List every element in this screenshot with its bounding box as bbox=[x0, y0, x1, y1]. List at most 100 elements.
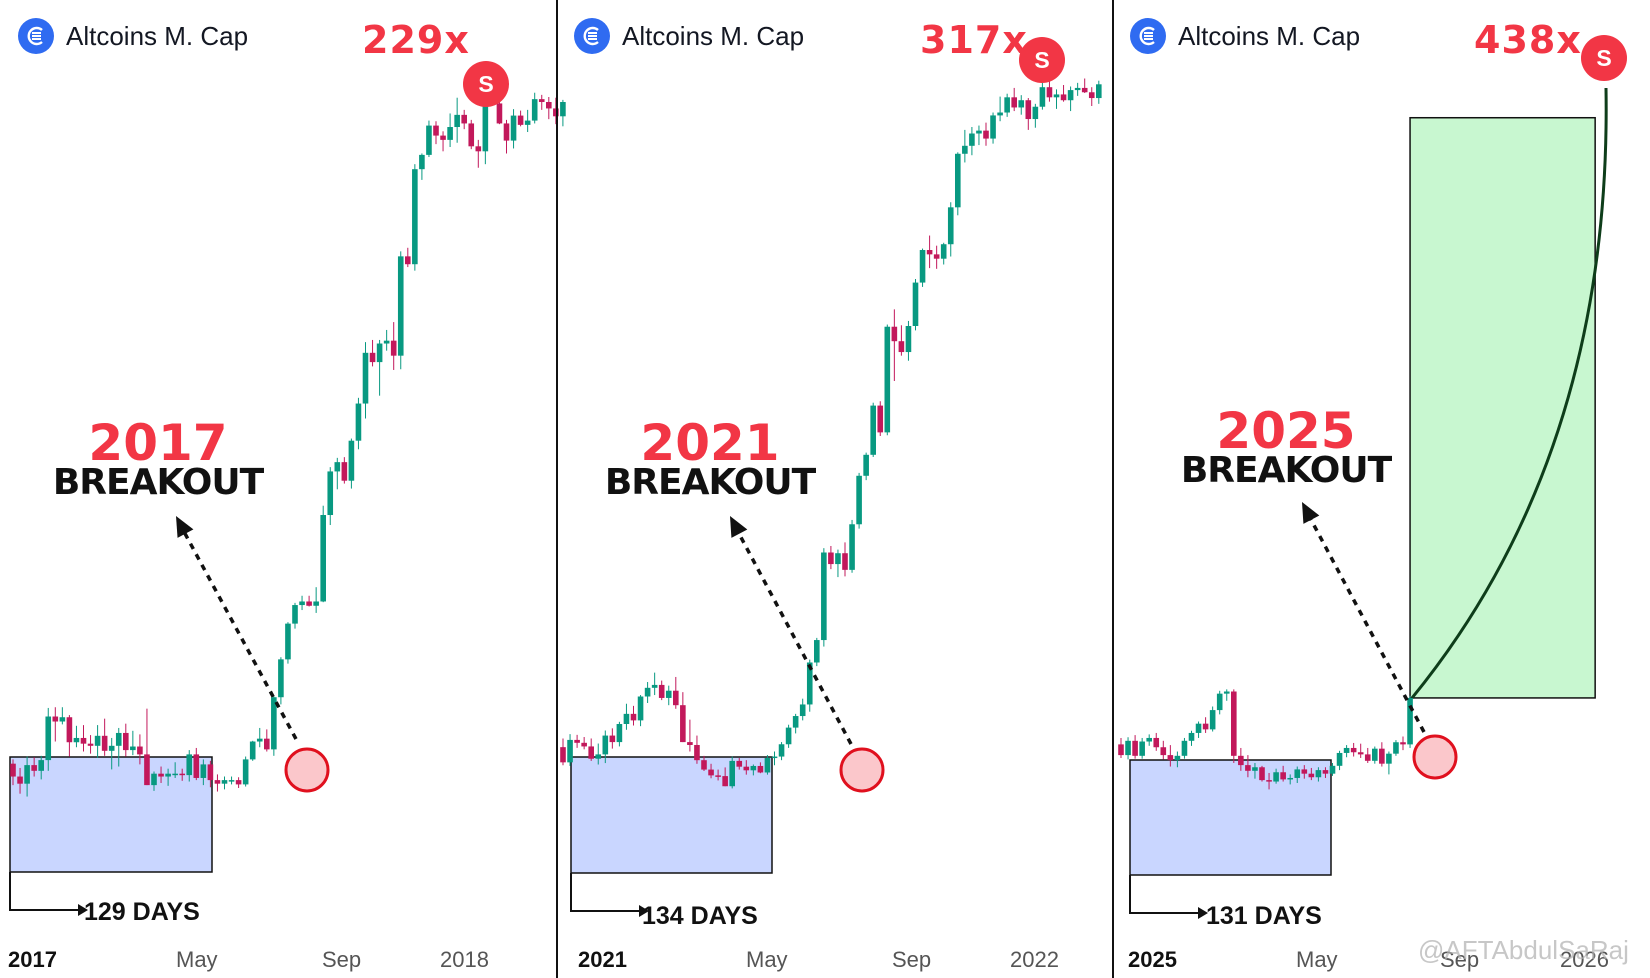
candle-up bbox=[59, 717, 66, 722]
candle-down bbox=[1308, 773, 1315, 778]
candle-down bbox=[1322, 770, 1329, 774]
candle-down bbox=[694, 744, 700, 761]
candle-up bbox=[1252, 767, 1258, 771]
candle-down bbox=[553, 108, 559, 117]
altcoin-logo-icon bbox=[18, 18, 54, 54]
panel-2-breakout-year: 2021 bbox=[640, 414, 780, 472]
candle-down bbox=[517, 115, 524, 125]
candle-up bbox=[249, 741, 256, 760]
candle-up bbox=[186, 754, 193, 776]
candle-up bbox=[1174, 755, 1181, 761]
candle-down bbox=[898, 341, 905, 353]
candle-up bbox=[595, 754, 602, 759]
candle-up bbox=[1188, 732, 1195, 741]
candle-down bbox=[743, 766, 750, 771]
panel-3-breakout-year: 2025 bbox=[1216, 402, 1356, 460]
candle-up bbox=[1074, 87, 1081, 91]
panel-2-axis-tick-4: 2022 bbox=[1010, 947, 1059, 972]
candle-down bbox=[828, 552, 834, 565]
candle-down bbox=[158, 773, 164, 777]
candle-up bbox=[1039, 87, 1046, 107]
candle-down bbox=[193, 754, 200, 778]
candle-up bbox=[327, 471, 334, 516]
candle-down bbox=[926, 250, 933, 255]
panel-3-multiplier: 438x bbox=[1474, 18, 1582, 62]
candle-down bbox=[264, 738, 270, 750]
candle-up bbox=[1393, 742, 1399, 754]
candle-down bbox=[581, 742, 587, 747]
candle-up bbox=[884, 326, 891, 433]
candle-up bbox=[242, 759, 249, 785]
candle-up bbox=[355, 403, 362, 441]
candle-up bbox=[38, 760, 44, 771]
candle-up bbox=[221, 780, 228, 784]
candle-up bbox=[524, 120, 531, 125]
candle-up bbox=[997, 112, 1003, 116]
candle-up bbox=[531, 99, 538, 121]
candle-down bbox=[123, 732, 129, 751]
candle-up bbox=[228, 780, 235, 782]
candle-up bbox=[1053, 94, 1060, 98]
candle-up bbox=[567, 739, 573, 763]
candle-down bbox=[1379, 748, 1385, 764]
candle-up bbox=[806, 662, 813, 705]
candle-down bbox=[736, 760, 743, 767]
candle-down bbox=[715, 775, 721, 777]
candle-down bbox=[341, 462, 348, 481]
candle-down bbox=[80, 737, 87, 744]
candle-up bbox=[1181, 740, 1188, 756]
candle-up bbox=[1407, 697, 1413, 745]
candle-up bbox=[814, 640, 820, 663]
candle-up bbox=[1372, 748, 1378, 761]
panel-1-title: Altcoins M. Cap bbox=[18, 18, 248, 54]
candle-down bbox=[680, 705, 686, 743]
panel-1-axis-tick-1: 2017 bbox=[8, 947, 57, 972]
candle-down bbox=[687, 742, 693, 745]
candle-up bbox=[1139, 741, 1145, 756]
panel-1-axis-tick-3: Sep bbox=[322, 947, 362, 972]
candle-down bbox=[673, 690, 679, 706]
candle-down bbox=[574, 739, 580, 743]
candle-down bbox=[1088, 92, 1095, 99]
panel-2-title: Altcoins M. Cap bbox=[574, 18, 804, 54]
candle-up bbox=[256, 738, 263, 742]
candle-up bbox=[1216, 693, 1223, 711]
candle-up bbox=[955, 153, 961, 208]
days-bracket-line bbox=[9, 872, 78, 911]
projection-box bbox=[1409, 116, 1596, 699]
sell-marker-label: S bbox=[1034, 47, 1049, 73]
candle-up bbox=[334, 462, 341, 472]
candle-down bbox=[31, 765, 37, 771]
candle-down bbox=[933, 254, 940, 259]
candle-up bbox=[962, 145, 968, 154]
candle-down bbox=[207, 764, 214, 781]
candle-up bbox=[115, 732, 122, 746]
panel-1-axis-tick-2: May bbox=[176, 947, 218, 972]
candle-down bbox=[1011, 97, 1017, 108]
candle-down bbox=[369, 352, 376, 363]
candle-up bbox=[271, 697, 277, 750]
panel-1-multiplier: 229x bbox=[362, 18, 470, 62]
candle-up bbox=[990, 115, 996, 139]
candle-up bbox=[1067, 90, 1074, 101]
candle-up bbox=[419, 154, 425, 170]
candle-up bbox=[729, 760, 735, 787]
candle-up bbox=[616, 723, 623, 743]
panel-1-axis-tick-4: 2018 bbox=[440, 947, 489, 972]
candle-up bbox=[849, 524, 855, 570]
candle-up bbox=[1125, 740, 1131, 756]
candle-up bbox=[94, 735, 101, 746]
candle-up bbox=[785, 727, 792, 745]
candle-down bbox=[1153, 737, 1160, 748]
panel-3-axis-tick-3: Sep bbox=[1440, 947, 1480, 972]
candle-up bbox=[947, 207, 954, 245]
candle-up bbox=[151, 773, 157, 786]
candle-down bbox=[214, 780, 221, 784]
candle-up bbox=[560, 102, 566, 117]
candle-up bbox=[426, 125, 432, 155]
candle-down bbox=[1118, 744, 1124, 756]
candle-down bbox=[877, 405, 884, 433]
sell-marker-icon bbox=[1581, 35, 1627, 81]
candle-up bbox=[73, 737, 80, 743]
